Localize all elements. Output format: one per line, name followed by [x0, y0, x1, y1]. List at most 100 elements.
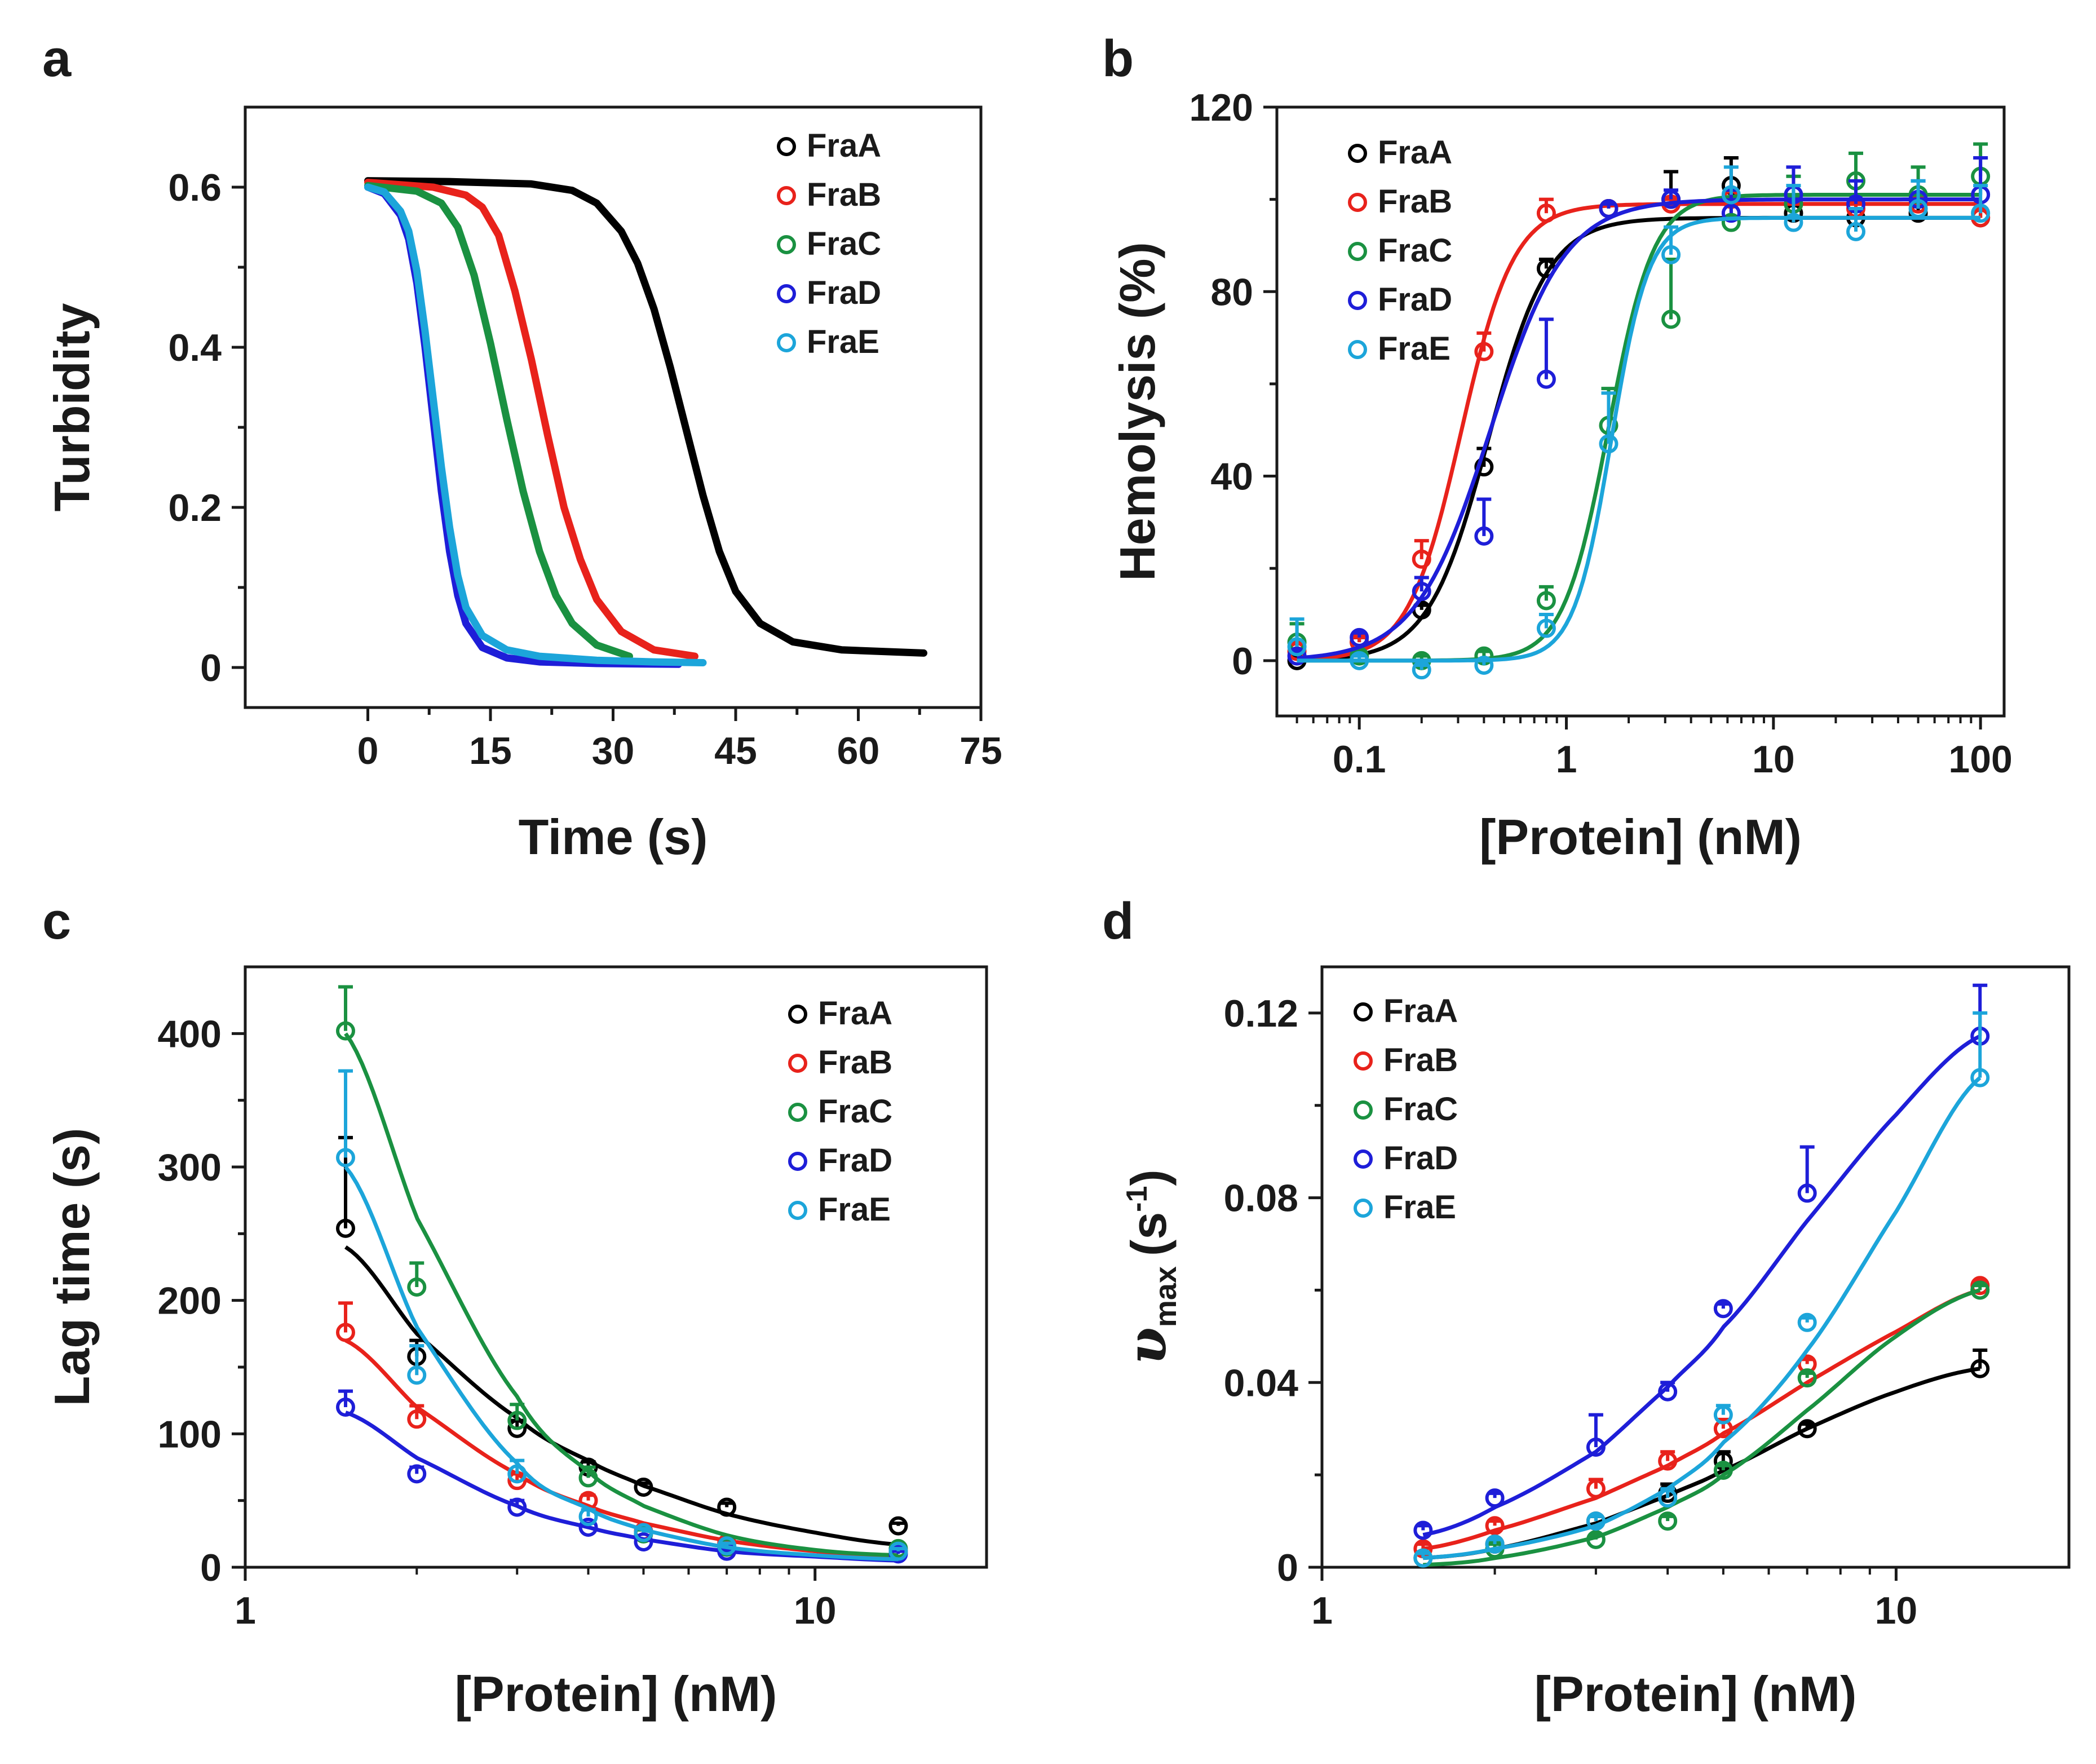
- data-point-FraE: [407, 1365, 427, 1385]
- legend-marker-FraE: [777, 333, 796, 352]
- fit-curve-FraB: [1297, 202, 1981, 662]
- line-FraB: [364, 179, 698, 660]
- x-axis-label: [Protein] (nM): [1479, 809, 1802, 865]
- legend-label-FraC: FraC: [818, 1093, 892, 1130]
- series-FraC: [1413, 1280, 1990, 1568]
- fit-curve-FraD: [344, 1411, 899, 1563]
- legend-label-FraA: FraA: [807, 127, 881, 164]
- series-FraC: [364, 182, 633, 660]
- data-point-FraE: [1413, 1548, 1433, 1568]
- legend-marker-FraE: [788, 1201, 807, 1220]
- data-point-FraB: [1536, 204, 1556, 223]
- y-tick-label: 80: [1210, 271, 1253, 313]
- line-FraA: [364, 177, 927, 657]
- data-point-FraB: [1474, 342, 1494, 361]
- y-tick-label: 0.12: [1224, 992, 1298, 1035]
- panel-letter-d: d: [1102, 892, 1134, 950]
- data-point-FraD: [1797, 1183, 1817, 1203]
- data-point-FraB: [1586, 1479, 1606, 1498]
- data-point-FraD: [1485, 1488, 1505, 1508]
- data-point-FraE: [1287, 637, 1307, 657]
- fit-curve-FraE: [1423, 1076, 1982, 1560]
- y-tick-label: 200: [158, 1280, 222, 1323]
- data-point-FraD: [1661, 189, 1681, 209]
- data-point-FraD: [1287, 646, 1307, 666]
- y-tick-label: 0: [1232, 640, 1253, 683]
- y-tick-label: 0.04: [1224, 1361, 1299, 1404]
- y-tick-label: 40: [1210, 456, 1253, 498]
- data-point-FraB: [1412, 549, 1431, 569]
- y-axis-label: Turbidity: [44, 303, 100, 512]
- data-point-FraE: [1784, 213, 1803, 232]
- x-axis-label: [Protein] (nM): [1535, 1666, 1857, 1722]
- y-tick-label: 0: [200, 647, 222, 689]
- series-FraA: [335, 1135, 908, 1547]
- legend-marker-FraE: [1354, 1199, 1373, 1218]
- data-point-FraD: [335, 1398, 355, 1417]
- y-axis-label: υmax (s-1): [1115, 1169, 1183, 1365]
- series-FraE: [1413, 1011, 1990, 1568]
- legend-label-FraE: FraE: [807, 324, 879, 360]
- data-point-FraE: [1908, 199, 1928, 218]
- legend-marker-FraC: [1354, 1100, 1373, 1120]
- y-tick-label: 0: [1277, 1546, 1298, 1589]
- series-FraA: [1413, 1348, 1990, 1568]
- data-point-FraC: [1536, 591, 1556, 611]
- data-point-FraC: [1713, 1460, 1733, 1480]
- data-point-FraE: [1661, 245, 1681, 264]
- data-point-FraE: [1536, 618, 1556, 638]
- x-axis-label: Time (s): [519, 809, 708, 865]
- x-tick-label: 10: [794, 1589, 837, 1632]
- legend-label-FraE: FraE: [1383, 1189, 1456, 1226]
- legend-marker-FraD: [1354, 1150, 1373, 1169]
- data-point-FraE: [1713, 1405, 1733, 1425]
- fit-curve-FraE: [344, 1165, 899, 1562]
- x-tick-label: 15: [469, 730, 512, 772]
- y-tick-label: 0.2: [168, 487, 222, 529]
- y-axis-symbol: υ: [1115, 1327, 1179, 1365]
- data-point-FraA: [634, 1478, 653, 1497]
- series-FraE: [1287, 165, 1991, 680]
- fit-curve-FraC: [344, 1032, 899, 1558]
- data-point-FraE: [1970, 1068, 1990, 1087]
- data-point-FraC: [1721, 213, 1741, 232]
- legend-marker-FraB: [788, 1054, 807, 1073]
- legend-label-FraD: FraD: [818, 1142, 892, 1179]
- data-point-FraD: [634, 1532, 653, 1552]
- panel-letter-c: c: [42, 892, 71, 950]
- x-axis-label: [Protein] (nM): [455, 1666, 777, 1722]
- data-point-FraC: [1658, 1511, 1678, 1531]
- x-tick-label: 60: [837, 730, 880, 772]
- data-point-FraD: [1586, 1438, 1606, 1457]
- data-point-FraB: [335, 1323, 355, 1342]
- data-point-FraE: [1485, 1535, 1505, 1554]
- data-point-FraC: [1661, 310, 1681, 329]
- y-tick-label: 0.08: [1224, 1177, 1298, 1220]
- fit-curve-FraC: [1423, 1288, 1981, 1567]
- data-point-FraD: [1412, 582, 1431, 602]
- x-tick-label: 75: [959, 730, 1002, 772]
- data-point-FraD: [1721, 204, 1741, 223]
- y-axis-unit-close: ): [1121, 1169, 1177, 1186]
- legend-marker-FraB: [777, 186, 796, 205]
- data-point-FraB: [1485, 1516, 1505, 1536]
- data-point-FraD: [507, 1497, 527, 1517]
- x-tick-label: 100: [1948, 738, 2012, 781]
- data-point-FraE: [634, 1523, 653, 1542]
- legend-label-FraB: FraB: [1383, 1042, 1458, 1078]
- legend-marker-FraA: [788, 1005, 807, 1024]
- panel-a: a 0 15 30 45 60 75 0 0.2 0.4 0.6 Time (s) Turbidity F…: [42, 30, 1002, 865]
- data-point-FraC: [1797, 1368, 1817, 1388]
- plot-frame: [244, 965, 988, 1569]
- legend-label-FraE: FraE: [1378, 330, 1451, 367]
- legend-label-FraC: FraC: [1378, 232, 1452, 269]
- legend-label-FraE: FraE: [818, 1191, 891, 1228]
- legend-marker-FraC: [777, 235, 796, 254]
- legend-marker-FraC: [1348, 242, 1367, 261]
- legend-marker-FraA: [1354, 1002, 1373, 1022]
- y-axis-label: Lag time (s): [44, 1128, 100, 1407]
- y-tick-label: 0.4: [168, 326, 222, 369]
- data-point-FraE: [1599, 434, 1619, 454]
- x-tick-label: 45: [714, 730, 757, 772]
